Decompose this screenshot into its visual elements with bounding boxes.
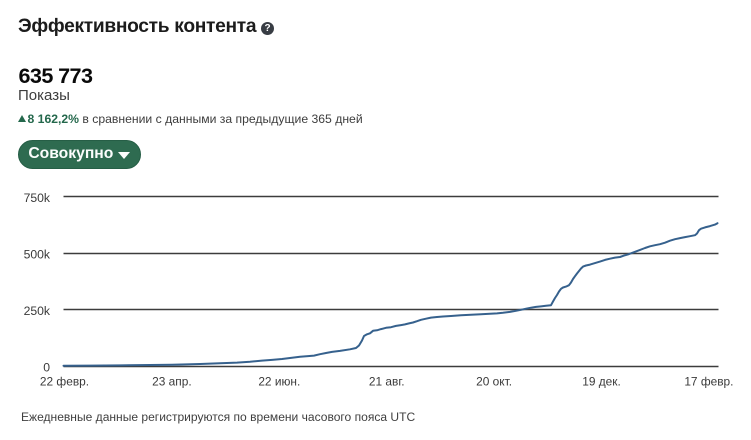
svg-text:750k: 750k: [24, 191, 51, 205]
svg-text:0: 0: [43, 361, 50, 375]
svg-text:20 окт.: 20 окт.: [476, 375, 512, 389]
svg-text:19 дек.: 19 дек.: [582, 375, 621, 389]
svg-text:23 апр.: 23 апр.: [152, 375, 192, 389]
svg-text:22 февр.: 22 февр.: [40, 375, 89, 389]
svg-text:22 июн.: 22 июн.: [258, 375, 300, 389]
svg-text:21 авг.: 21 авг.: [369, 375, 405, 389]
svg-text:17 февр.: 17 февр.: [684, 375, 733, 389]
svg-text:500k: 500k: [24, 248, 51, 262]
svg-text:250k: 250k: [24, 304, 51, 318]
